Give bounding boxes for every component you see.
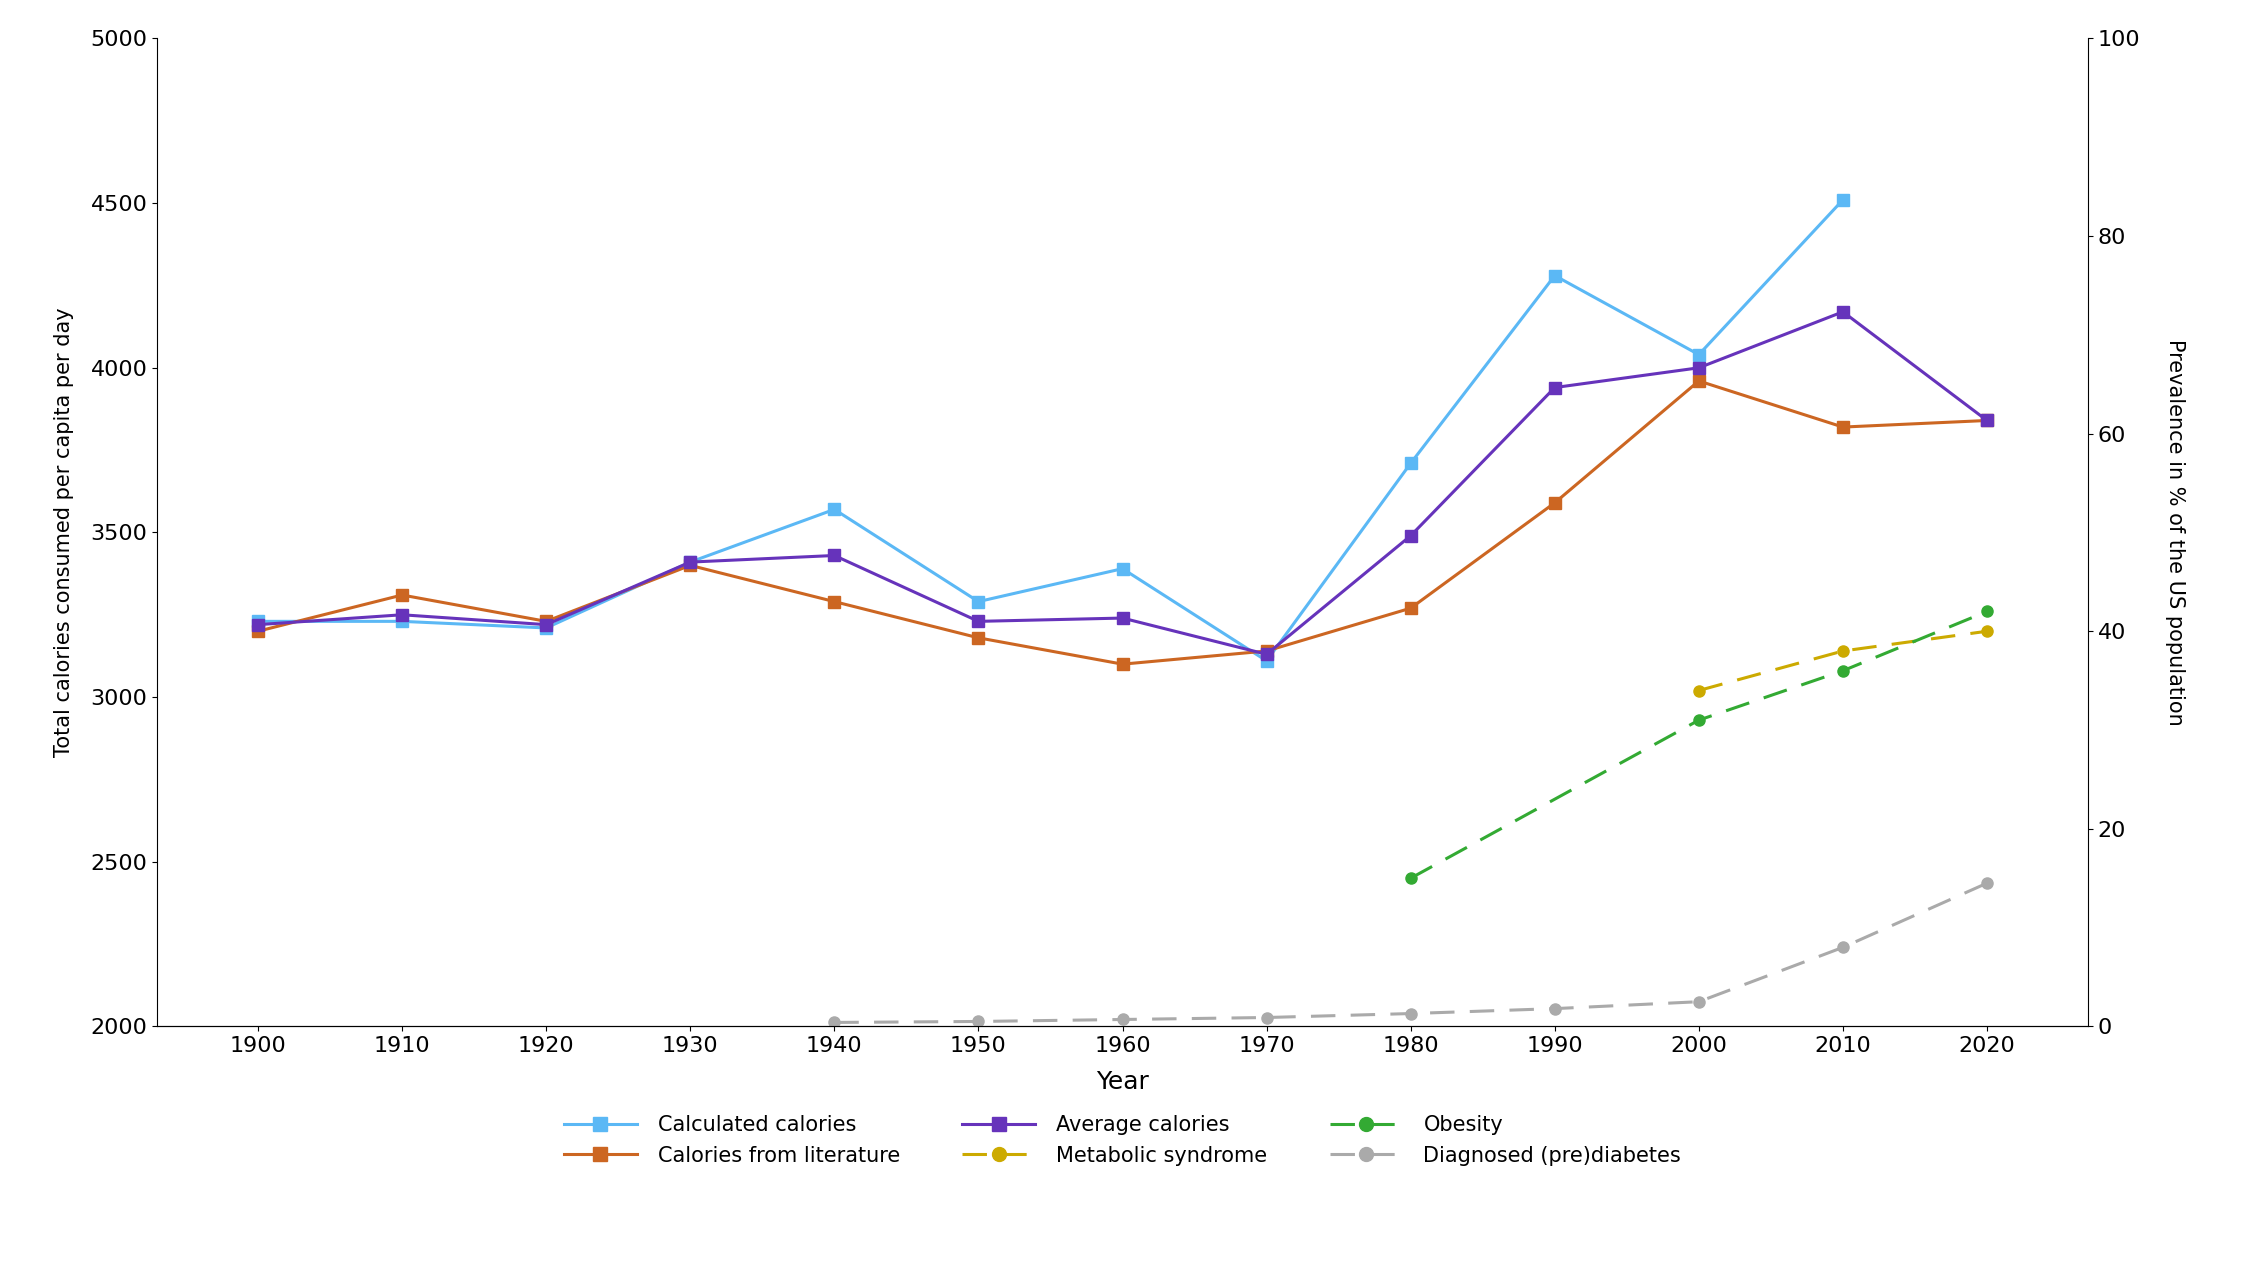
Legend: Calculated calories, Calories from literature, Average calories, Metabolic syndr: Calculated calories, Calories from liter… (555, 1107, 1690, 1174)
Y-axis label: Prevalence in % of the US population: Prevalence in % of the US population (2164, 339, 2184, 726)
Y-axis label: Total calories consumed per capita per day: Total calories consumed per capita per d… (54, 308, 74, 757)
X-axis label: Year: Year (1096, 1070, 1149, 1094)
